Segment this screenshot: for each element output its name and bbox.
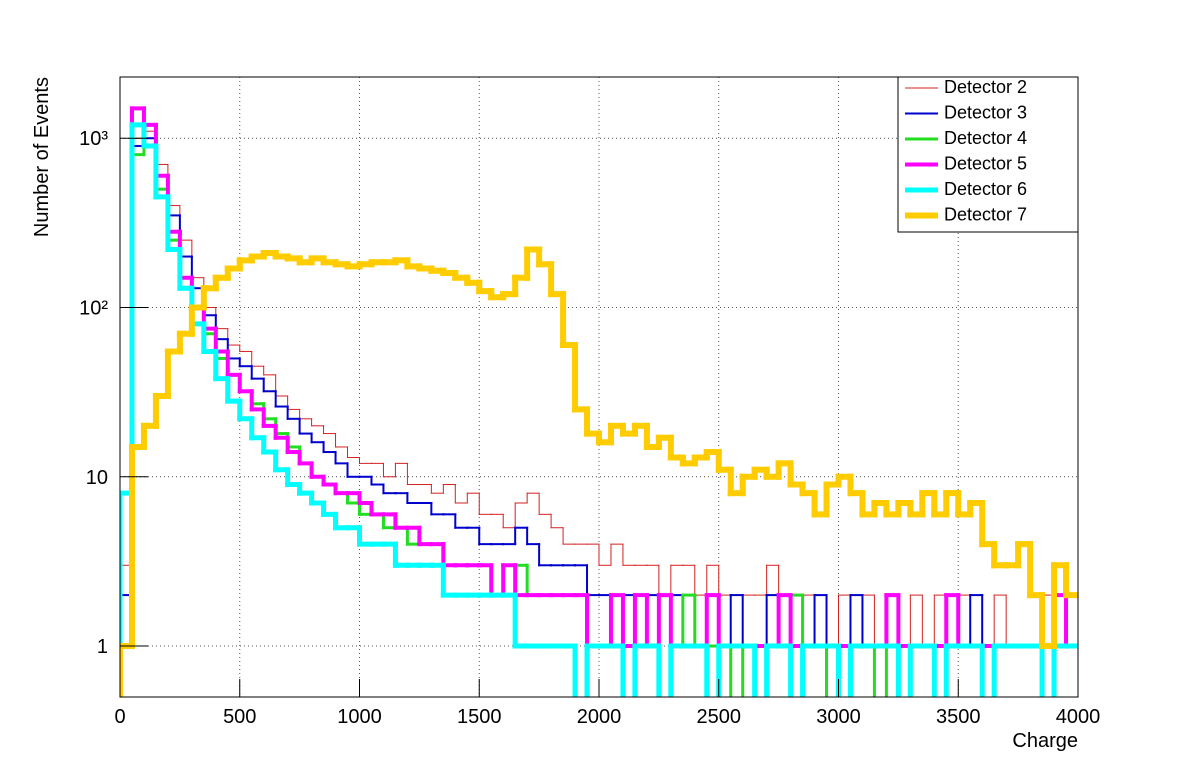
legend-box	[897, 76, 1079, 233]
x-tick-label: 3500	[936, 706, 981, 728]
y-tick-label: 1	[97, 636, 108, 658]
legend-label: Detector 5	[944, 153, 1027, 173]
x-tick-label: 3000	[816, 706, 861, 728]
legend: Detector 2 Detector 3 Detector 4 Detector 5…	[897, 76, 1079, 233]
series	[120, 122, 1078, 697]
plot-area	[120, 106, 1078, 697]
legend-label: Detector 4	[944, 128, 1027, 148]
axes: 0 500 1000 1500 2000 2500 3000 3500 4000 1 10 10² 10…	[79, 128, 1100, 728]
y-axis-label: Number of Events	[31, 77, 53, 237]
x-tick-label: 2500	[697, 706, 742, 728]
x-tick-label: 1500	[457, 706, 502, 728]
x-tick-label: 4000	[1056, 706, 1101, 728]
legend-label: Detector 3	[944, 102, 1027, 122]
x-tick-label: 0	[114, 706, 125, 728]
x-tick-label: 1000	[337, 706, 382, 728]
legend-label: Detector 6	[944, 179, 1027, 199]
x-tick-label: 500	[223, 706, 256, 728]
y-tick-label: 10	[86, 467, 108, 489]
y-tick-label: 10³	[79, 128, 108, 150]
legend-label: Detector 7	[944, 204, 1027, 224]
x-axis-label: Charge	[1012, 730, 1078, 752]
x-tick-label: 2000	[577, 706, 622, 728]
legend-label: Detector 2	[944, 77, 1027, 97]
y-tick-label: 10²	[79, 298, 108, 320]
